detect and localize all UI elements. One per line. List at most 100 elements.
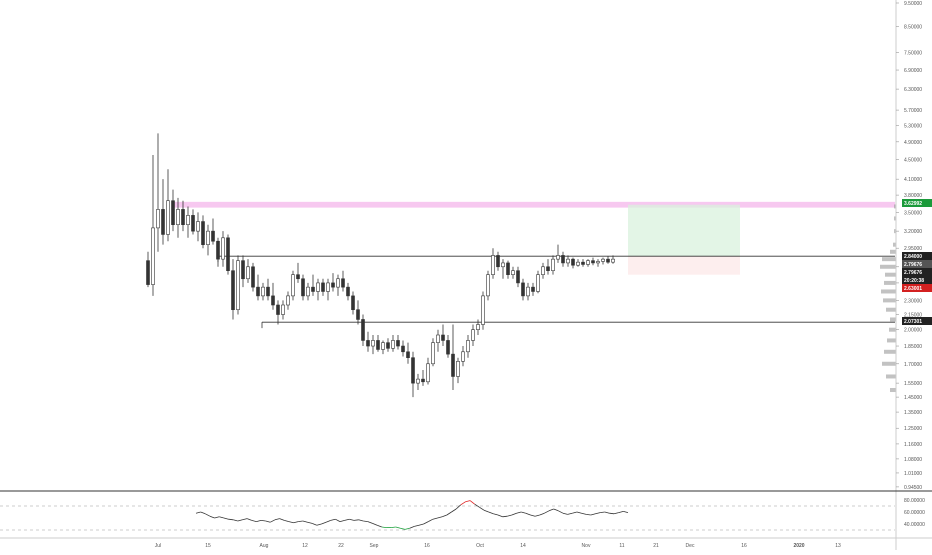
candle-body[interactable] xyxy=(156,209,160,229)
candle-body[interactable] xyxy=(291,274,295,297)
candle-body[interactable] xyxy=(316,282,320,292)
candle-body[interactable] xyxy=(151,227,155,285)
candle-body[interactable] xyxy=(176,209,180,225)
candle-body[interactable] xyxy=(341,278,345,288)
candle-body[interactable] xyxy=(481,295,485,325)
candle-body[interactable] xyxy=(416,378,420,384)
candle-body[interactable] xyxy=(421,378,425,383)
candle-body[interactable] xyxy=(186,215,190,225)
candle-body[interactable] xyxy=(286,295,290,306)
candle-body[interactable] xyxy=(541,266,545,275)
candle-body[interactable] xyxy=(356,309,360,320)
candle-body[interactable] xyxy=(576,261,580,266)
candle-body[interactable] xyxy=(611,258,615,263)
candle-body[interactable] xyxy=(216,240,220,260)
candle-body[interactable] xyxy=(191,215,195,232)
candle-body[interactable] xyxy=(326,282,330,292)
price-axis-label: 1.01000 xyxy=(904,471,922,477)
candle-body[interactable] xyxy=(361,319,365,341)
candle-body[interactable] xyxy=(516,270,520,284)
candle-body[interactable] xyxy=(251,266,255,288)
candle-body[interactable] xyxy=(346,286,350,297)
candle-body[interactable] xyxy=(456,361,460,377)
candle-body[interactable] xyxy=(561,255,565,264)
candle-body[interactable] xyxy=(411,357,415,384)
candle-body[interactable] xyxy=(546,266,550,271)
candle-body[interactable] xyxy=(386,342,390,349)
candle-body[interactable] xyxy=(201,221,205,245)
candle-body[interactable] xyxy=(396,340,400,347)
candle-body[interactable] xyxy=(206,230,210,245)
candle-body[interactable] xyxy=(556,255,560,260)
price-axis[interactable]: 9.50000 8.50000 7.50000 6.90000 6.30000 5.700… xyxy=(896,1,922,491)
candle-body[interactable] xyxy=(161,209,165,235)
candle-body[interactable] xyxy=(331,282,335,288)
candle-body[interactable] xyxy=(476,324,480,330)
candle-body[interactable] xyxy=(336,278,340,288)
candle-body[interactable] xyxy=(281,304,285,315)
candle-body[interactable] xyxy=(371,340,375,347)
candle-body[interactable] xyxy=(511,270,515,275)
candle-body[interactable] xyxy=(501,262,505,268)
candle-body[interactable] xyxy=(566,258,570,264)
price-axis-label: 3.20000 xyxy=(904,229,922,235)
time-axis[interactable]: Jul 15 Aug 12 22 Sep 16 Oct 14 Nov 11 21 Dec 16 2020 13 xyxy=(155,543,841,549)
candle-body[interactable] xyxy=(321,282,325,292)
candle-body[interactable] xyxy=(401,345,405,353)
candle-body[interactable] xyxy=(451,353,455,377)
candle-body[interactable] xyxy=(226,237,230,271)
candle-body[interactable] xyxy=(431,342,435,365)
candle-body[interactable] xyxy=(581,261,585,265)
candle-body[interactable] xyxy=(221,237,225,260)
candle-body[interactable] xyxy=(601,258,605,262)
candle-body[interactable] xyxy=(276,304,280,315)
candle-body[interactable] xyxy=(271,295,275,306)
candle-body[interactable] xyxy=(256,286,260,297)
candle-body[interactable] xyxy=(241,260,245,280)
candle-body[interactable] xyxy=(436,334,440,343)
candle-body[interactable] xyxy=(166,200,170,235)
candle-body[interactable] xyxy=(306,286,310,297)
candle-body[interactable] xyxy=(531,286,535,292)
price-axis-label: 1.85000 xyxy=(904,344,922,350)
candle-body[interactable] xyxy=(441,334,445,341)
candle-body[interactable] xyxy=(446,340,450,355)
candle-body[interactable] xyxy=(586,260,590,265)
candle-body[interactable] xyxy=(146,260,150,285)
candle-body[interactable] xyxy=(551,258,555,271)
candle-body[interactable] xyxy=(351,295,355,311)
candle-body[interactable] xyxy=(486,274,490,297)
candles-layer[interactable] xyxy=(146,133,615,398)
candle-body[interactable] xyxy=(521,282,525,297)
candle-body[interactable] xyxy=(246,266,250,280)
candle-body[interactable] xyxy=(211,230,215,242)
candle-body[interactable] xyxy=(236,260,240,311)
candle-body[interactable] xyxy=(536,274,540,292)
candle-body[interactable] xyxy=(471,329,475,341)
candle-body[interactable] xyxy=(496,255,500,268)
candle-body[interactable] xyxy=(596,261,600,264)
candle-body[interactable] xyxy=(376,340,380,350)
candle-body[interactable] xyxy=(526,286,530,297)
candle-body[interactable] xyxy=(231,270,235,311)
candle-body[interactable] xyxy=(301,278,305,297)
candle-body[interactable] xyxy=(406,351,410,358)
candle-body[interactable] xyxy=(461,351,465,362)
candle-body[interactable] xyxy=(571,258,575,266)
candle-body[interactable] xyxy=(196,221,200,232)
candle-body[interactable] xyxy=(261,286,265,297)
candle-body[interactable] xyxy=(466,340,470,353)
candle-body[interactable] xyxy=(181,209,185,225)
candle-body[interactable] xyxy=(381,342,385,350)
candle-body[interactable] xyxy=(171,200,175,225)
candle-body[interactable] xyxy=(606,258,610,263)
candle-body[interactable] xyxy=(391,340,395,349)
candle-body[interactable] xyxy=(366,340,370,347)
candle-body[interactable] xyxy=(296,274,300,280)
candle-body[interactable] xyxy=(506,262,510,275)
candle-body[interactable] xyxy=(491,255,495,275)
candle-body[interactable] xyxy=(311,286,315,292)
candle-body[interactable] xyxy=(266,286,270,297)
candle-body[interactable] xyxy=(426,363,430,383)
candle-body[interactable] xyxy=(591,260,595,264)
